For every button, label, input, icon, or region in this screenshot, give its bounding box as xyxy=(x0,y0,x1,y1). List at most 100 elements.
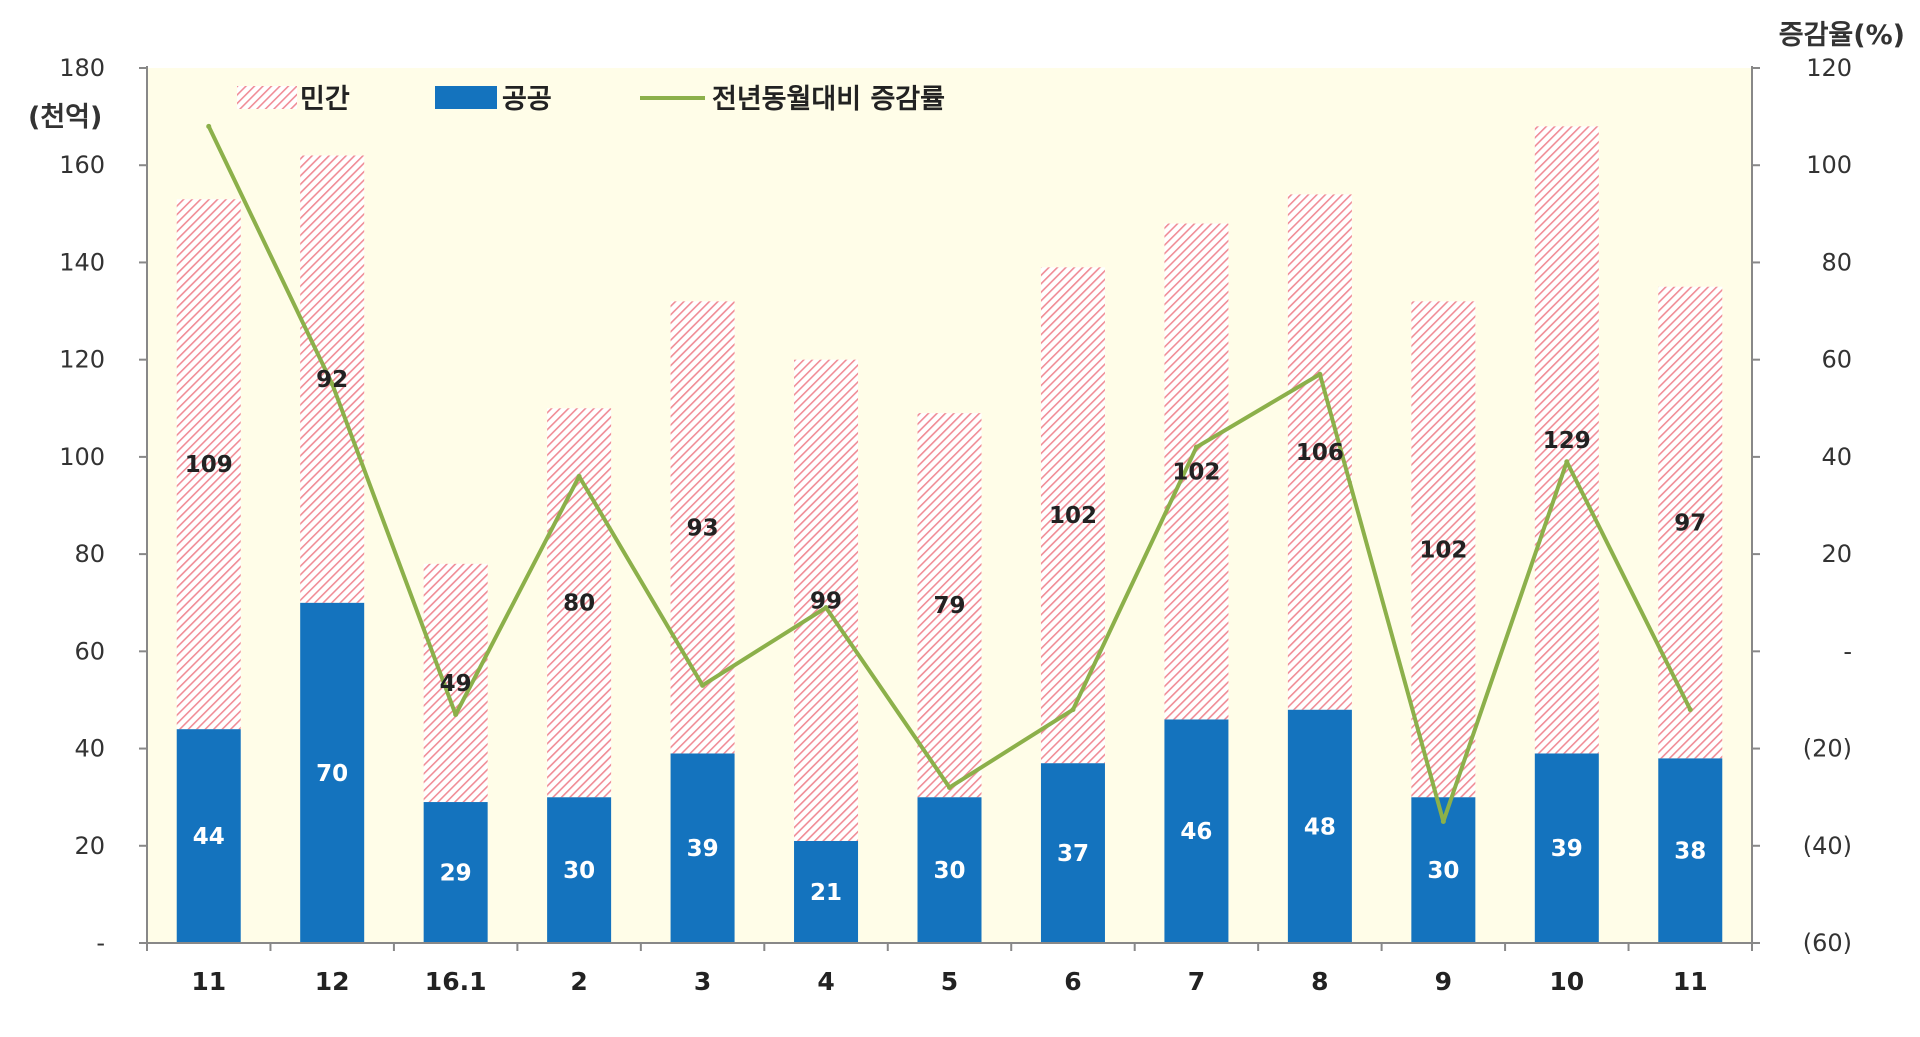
data-label-public: 46 xyxy=(1180,819,1212,845)
x-tick-label: 12 xyxy=(315,967,350,996)
right-tick-label: 100 xyxy=(1806,151,1852,179)
bar-private xyxy=(1164,223,1229,720)
left-tick-label: - xyxy=(96,929,105,957)
right-tick-label: 60 xyxy=(1821,346,1852,374)
x-tick-label: 9 xyxy=(1435,967,1452,996)
data-label-private: 102 xyxy=(1049,503,1097,529)
x-tick-label: 5 xyxy=(941,967,958,996)
data-label-private: 97 xyxy=(1674,511,1706,537)
bar-public xyxy=(1658,758,1723,943)
bar-public xyxy=(670,753,735,943)
growth-rate-point xyxy=(329,381,335,387)
data-label-public: 70 xyxy=(316,761,348,787)
growth-rate-point xyxy=(1070,707,1076,713)
growth-rate-point xyxy=(1317,371,1323,377)
bar-public xyxy=(300,602,365,943)
x-tick-label: 16.1 xyxy=(425,967,487,996)
bar-private xyxy=(547,408,612,798)
data-label-private: 102 xyxy=(1419,537,1467,563)
growth-rate-point xyxy=(576,473,582,479)
right-tick-label: (40) xyxy=(1803,832,1852,860)
data-label-public: 38 xyxy=(1674,839,1706,865)
bar-private xyxy=(176,199,241,730)
growth-rate-point xyxy=(947,784,952,790)
legend-swatch-private xyxy=(237,86,297,109)
right-tick-label: - xyxy=(1843,637,1852,665)
bar-private xyxy=(670,301,735,754)
data-label-private: 93 xyxy=(687,515,719,541)
bar-private xyxy=(917,413,982,798)
growth-rate-point xyxy=(700,682,706,688)
x-tick-label: 7 xyxy=(1188,967,1205,996)
left-axis-title: (천억) xyxy=(28,102,102,133)
x-tick-label: 2 xyxy=(570,967,587,996)
left-tick-label: 40 xyxy=(74,735,105,763)
right-tick-label: 80 xyxy=(1821,248,1852,276)
left-tick-label: 80 xyxy=(74,540,105,568)
bar-public xyxy=(423,802,488,943)
bar-private xyxy=(1040,267,1105,764)
right-axis-title: 증감율(%) xyxy=(1779,20,1905,51)
right-tick-label: 20 xyxy=(1821,540,1852,568)
bar-private xyxy=(300,155,365,603)
bar-public xyxy=(1164,719,1229,943)
data-label-private: 49 xyxy=(440,671,472,697)
left-tick-label: 140 xyxy=(59,248,105,276)
x-tick-label: 10 xyxy=(1549,967,1584,996)
data-label-private: 99 xyxy=(810,588,842,614)
right-tick-label: (60) xyxy=(1803,929,1852,957)
bar-private xyxy=(1658,286,1723,759)
left-tick-label: 180 xyxy=(59,54,105,82)
bar-public xyxy=(794,840,859,943)
data-label-private: 79 xyxy=(933,593,965,619)
bar-private xyxy=(1534,126,1599,754)
data-label-public: 21 xyxy=(810,880,842,906)
left-tick-label: 20 xyxy=(74,832,105,860)
data-label-public: 39 xyxy=(1551,836,1583,862)
bar-public xyxy=(917,797,982,943)
right-tick-label: (20) xyxy=(1803,735,1852,763)
data-label-public: 39 xyxy=(687,836,719,862)
right-tick-label: 40 xyxy=(1821,443,1852,471)
data-label-private: 92 xyxy=(316,367,348,393)
data-label-public: 30 xyxy=(933,858,965,884)
x-tick-label: 8 xyxy=(1311,967,1328,996)
legend-swatch-public xyxy=(435,86,497,109)
data-label-public: 44 xyxy=(193,824,225,850)
bar-private xyxy=(423,563,488,803)
data-label-public: 29 xyxy=(440,861,472,887)
bar-public xyxy=(1287,709,1352,943)
right-tick-label: 120 xyxy=(1806,54,1852,82)
data-label-public: 30 xyxy=(563,858,595,884)
growth-rate-point xyxy=(206,123,212,129)
legend-label-public: 공공 xyxy=(502,84,552,115)
data-label-private: 80 xyxy=(563,591,595,617)
bar-private xyxy=(794,359,859,841)
data-label-private: 102 xyxy=(1172,459,1220,485)
x-tick-label: 3 xyxy=(694,967,711,996)
bar-public xyxy=(1534,753,1599,943)
growth-rate-point xyxy=(1440,818,1446,824)
bar-private xyxy=(1411,301,1476,798)
bar-public xyxy=(1040,763,1105,943)
growth-rate-point xyxy=(1193,444,1199,450)
legend-label-rate: 전년동월대비 증감률 xyxy=(712,84,945,115)
growth-rate-point xyxy=(823,605,829,611)
data-label-private: 129 xyxy=(1543,428,1591,454)
left-tick-label: 100 xyxy=(59,443,105,471)
left-tick-label: 120 xyxy=(59,346,105,374)
data-label-private: 109 xyxy=(185,452,233,478)
legend-label-private: 민간 xyxy=(300,84,350,115)
left-tick-label: 160 xyxy=(59,151,105,179)
data-label-public: 37 xyxy=(1057,841,1089,867)
x-tick-label: 4 xyxy=(817,967,834,996)
growth-rate-point xyxy=(1687,707,1693,713)
growth-rate-point xyxy=(1564,459,1570,465)
x-tick-label: 6 xyxy=(1064,967,1081,996)
x-tick-label: 11 xyxy=(191,967,226,996)
bar-public xyxy=(547,797,612,943)
data-label-private: 106 xyxy=(1296,440,1344,466)
data-label-public: 48 xyxy=(1304,814,1336,840)
